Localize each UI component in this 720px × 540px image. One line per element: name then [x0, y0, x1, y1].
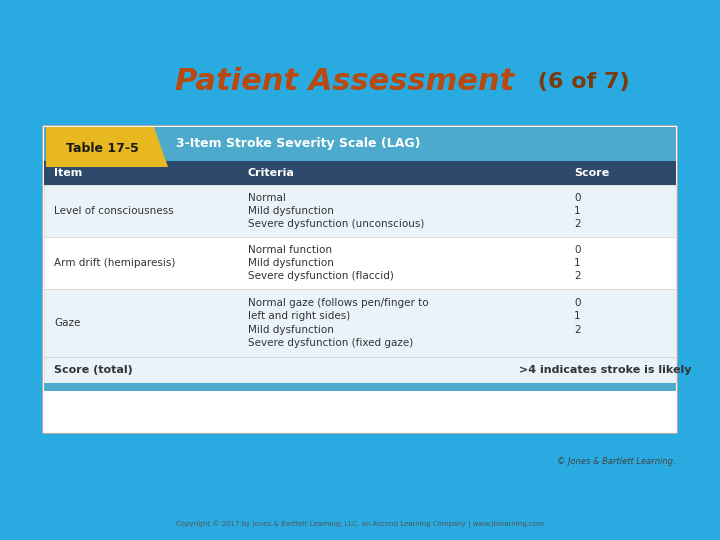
FancyBboxPatch shape — [44, 383, 676, 391]
Text: Score: Score — [574, 168, 609, 178]
Text: 1: 1 — [574, 258, 580, 268]
Text: 2: 2 — [574, 219, 580, 229]
Text: Mild dysfunction: Mild dysfunction — [248, 258, 334, 268]
Text: Severe dysfunction (flaccid): Severe dysfunction (flaccid) — [248, 271, 394, 281]
Text: Normal: Normal — [248, 193, 286, 203]
Text: Severe dysfunction (unconscious): Severe dysfunction (unconscious) — [248, 219, 424, 229]
Text: 1: 1 — [574, 311, 580, 321]
Text: Normal function: Normal function — [248, 245, 332, 255]
FancyBboxPatch shape — [44, 357, 676, 383]
Polygon shape — [46, 127, 168, 167]
Text: Copyright © 2017 by Jones & Bartlett Learning, LLC, an Ascend Learning Company |: Copyright © 2017 by Jones & Bartlett Lea… — [176, 520, 544, 528]
Text: Score (total): Score (total) — [54, 365, 132, 375]
Text: (6 of 7): (6 of 7) — [530, 72, 629, 92]
FancyBboxPatch shape — [44, 289, 676, 357]
Text: Arm drift (hemiparesis): Arm drift (hemiparesis) — [54, 258, 176, 268]
FancyBboxPatch shape — [44, 185, 676, 237]
Text: Normal gaze (follows pen/finger to: Normal gaze (follows pen/finger to — [248, 298, 428, 308]
Text: left and right sides): left and right sides) — [248, 311, 350, 321]
Text: 0: 0 — [574, 245, 580, 255]
Text: Criteria: Criteria — [248, 168, 295, 178]
Text: 0: 0 — [574, 193, 580, 203]
Text: 0: 0 — [574, 298, 580, 308]
FancyBboxPatch shape — [44, 237, 676, 289]
FancyBboxPatch shape — [42, 125, 678, 434]
Text: Mild dysfunction: Mild dysfunction — [248, 206, 334, 216]
Text: Level of consciousness: Level of consciousness — [54, 206, 174, 216]
Text: Gaze: Gaze — [54, 318, 81, 328]
FancyBboxPatch shape — [44, 161, 676, 185]
Text: Severe dysfunction (fixed gaze): Severe dysfunction (fixed gaze) — [248, 339, 413, 348]
Text: © Jones & Bartlett Learning.: © Jones & Bartlett Learning. — [557, 457, 676, 466]
Text: 3-Item Stroke Severity Scale (LAG): 3-Item Stroke Severity Scale (LAG) — [176, 138, 420, 151]
Text: Mild dysfunction: Mild dysfunction — [248, 325, 334, 335]
Text: >4 indicates stroke is likely: >4 indicates stroke is likely — [519, 365, 691, 375]
Text: Patient Assessment: Patient Assessment — [175, 68, 514, 97]
Text: Item: Item — [54, 168, 82, 178]
Text: 1: 1 — [574, 206, 580, 216]
Text: Table 17-5: Table 17-5 — [66, 141, 138, 154]
Text: 2: 2 — [574, 271, 580, 281]
Text: 2: 2 — [574, 325, 580, 335]
FancyBboxPatch shape — [44, 127, 676, 161]
